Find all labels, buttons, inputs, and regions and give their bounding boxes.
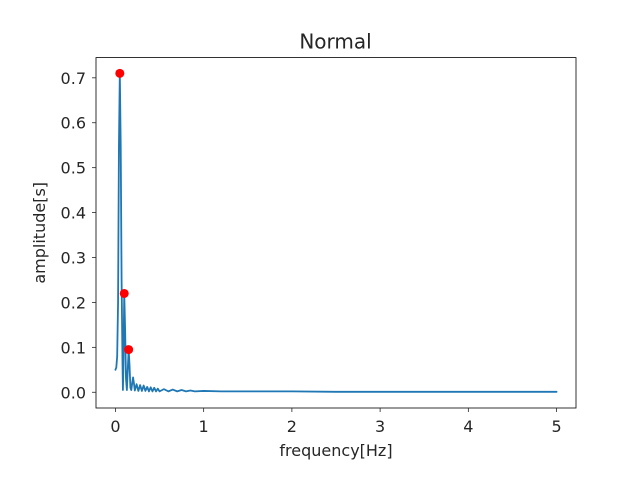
y-tick-label: 0.5 — [61, 159, 86, 178]
x-tick-label: 2 — [287, 417, 297, 436]
peak-point — [119, 288, 129, 298]
y-tick-label: 0.0 — [61, 383, 86, 402]
y-axis-label: amplitude[s] — [30, 182, 49, 284]
x-axis: 0 1 2 3 4 5 — [110, 408, 562, 436]
series-line — [114, 72, 558, 393]
x-tick-label: 0 — [110, 417, 120, 436]
x-tick-label: 1 — [199, 417, 209, 436]
y-tick-label: 0.2 — [61, 293, 86, 312]
x-tick-label: 4 — [463, 417, 473, 436]
x-axis-label: frequency[Hz] — [279, 441, 392, 460]
plot-area — [95, 57, 577, 409]
peak-markers — [115, 68, 134, 355]
peak-point — [124, 345, 134, 355]
y-tick-label: 0.6 — [61, 114, 86, 133]
y-tick-label: 0.3 — [61, 249, 86, 268]
chart-title: Normal — [299, 30, 371, 54]
peak-point — [115, 68, 125, 78]
y-axis: 0.0 0.1 0.2 0.3 0.4 0.5 0.6 0.7 — [61, 69, 96, 402]
y-tick-label: 0.4 — [61, 204, 86, 223]
y-tick-label: 0.7 — [61, 69, 86, 88]
y-tick-label: 0.1 — [61, 338, 86, 357]
x-tick-label: 5 — [551, 417, 561, 436]
x-tick-label: 3 — [375, 417, 385, 436]
